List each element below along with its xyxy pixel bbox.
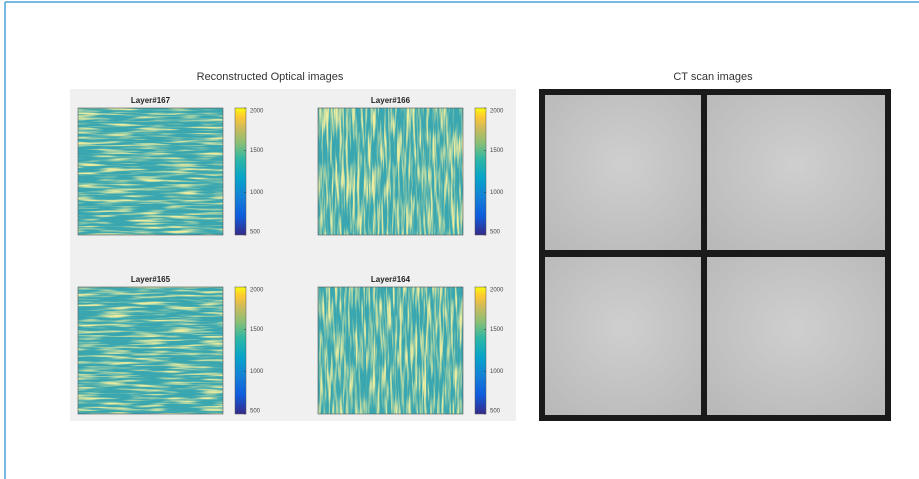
colorbar-tick-label: 500 (490, 230, 501, 236)
colorbar-tick-label: 1000 (490, 369, 504, 375)
colorbar-tick-label: 1000 (490, 190, 504, 196)
panel-title: Layer#164 (371, 275, 411, 284)
colorbar-tick-label: 2000 (250, 288, 264, 294)
colorbar-tick-label: 1500 (490, 327, 504, 333)
colorbar-tick-label: 2000 (250, 109, 264, 115)
colorbar-tick-label: 1500 (490, 148, 504, 154)
page: Reconstructed Optical images CT scan ima… (0, 0, 919, 479)
colorbar (235, 108, 246, 235)
ct-image (539, 89, 891, 421)
heatmap-texture (318, 287, 463, 414)
ct-tile (707, 257, 885, 415)
colorbar-tick-label: 1000 (250, 369, 264, 375)
heatmap-texture (78, 287, 223, 414)
colorbar-tick-label: 1500 (250, 327, 264, 333)
colorbar (475, 108, 486, 235)
panel-title: Layer#165 (131, 275, 171, 284)
ct-tile (545, 95, 701, 250)
heatmap-texture (318, 108, 463, 235)
ct-tile (545, 257, 701, 415)
colorbar (235, 287, 246, 414)
colorbar-tick-label: 2000 (490, 109, 504, 115)
colorbar-tick-label: 500 (490, 409, 501, 415)
colorbar-tick-label: 500 (250, 409, 261, 415)
colorbar-tick-label: 1500 (250, 148, 264, 154)
heatmap-texture (78, 108, 223, 235)
colorbar (475, 287, 486, 414)
colorbar-tick-label: 500 (250, 230, 261, 236)
panel-title: Layer#166 (371, 96, 411, 105)
left-title: Reconstructed Optical images (197, 71, 344, 83)
colorbar-tick-label: 2000 (490, 288, 504, 294)
right-title: CT scan images (673, 71, 753, 83)
ct-tile (707, 95, 885, 250)
panel-title: Layer#167 (131, 96, 171, 105)
colorbar-tick-label: 1000 (250, 190, 264, 196)
